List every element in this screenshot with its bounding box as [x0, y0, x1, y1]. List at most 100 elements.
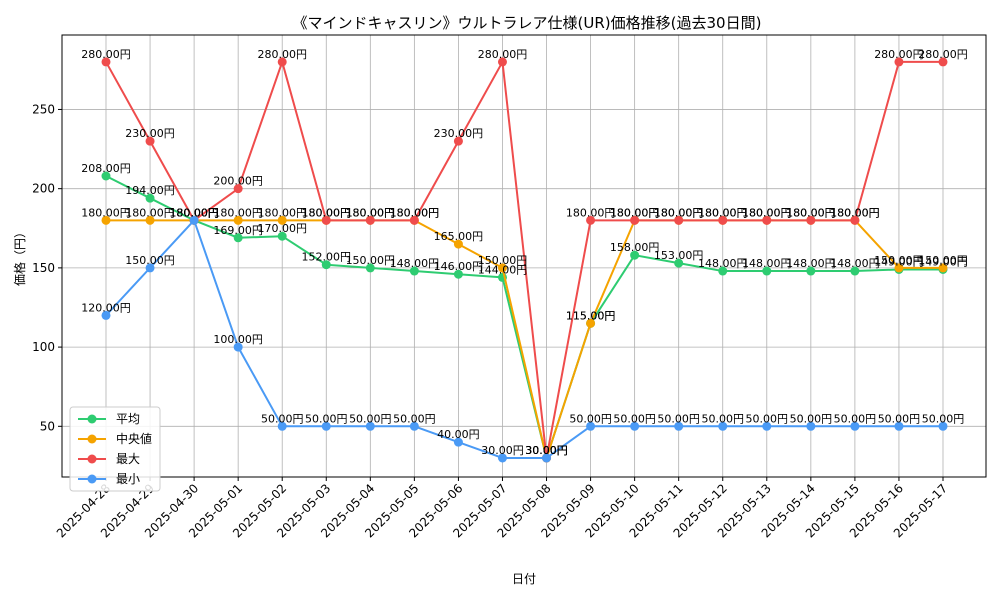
- data-label: 152.00円: [302, 251, 352, 264]
- data-point: [718, 266, 728, 276]
- data-label: 148.00円: [390, 257, 440, 270]
- data-label: 180.00円: [742, 206, 792, 219]
- x-axis-label: 日付: [512, 572, 536, 586]
- data-point: [586, 318, 596, 328]
- data-point: [674, 421, 684, 431]
- plot-frame: [61, 34, 987, 478]
- data-label: 50.00円: [569, 412, 612, 425]
- data-label: 230.00円: [434, 127, 484, 140]
- data-label: 169.00円: [213, 224, 263, 237]
- data-point: [365, 263, 375, 273]
- data-point: [101, 310, 111, 320]
- data-label: 280.00円: [874, 48, 924, 61]
- y-tick-label: 50: [40, 419, 55, 433]
- data-point: [453, 136, 463, 146]
- data-label: 280.00円: [918, 48, 968, 61]
- y-tick-label: 150: [32, 261, 55, 275]
- data-label: 180.00円: [786, 206, 836, 219]
- data-label: 180.00円: [654, 206, 704, 219]
- data-label: 30.00円: [525, 444, 568, 457]
- data-point: [145, 193, 155, 203]
- data-point: [630, 250, 640, 260]
- data-label: 180.00円: [830, 206, 880, 219]
- data-point: [850, 421, 860, 431]
- data-point: [145, 215, 155, 225]
- data-point: [365, 215, 375, 225]
- data-point: [277, 231, 287, 241]
- legend-label-中央値: 中央値: [116, 431, 152, 446]
- data-label: 50.00円: [834, 412, 877, 425]
- data-label: 50.00円: [261, 412, 304, 425]
- data-label: 180.00円: [742, 206, 792, 219]
- legend-label-最大: 最大: [116, 452, 140, 466]
- data-point: [365, 421, 375, 431]
- data-label: 180.00円: [81, 206, 131, 219]
- data-point: [762, 421, 772, 431]
- data-point: [806, 421, 816, 431]
- data-point: [321, 421, 331, 431]
- data-point: [718, 421, 728, 431]
- data-point: [894, 263, 904, 273]
- data-point: [233, 342, 243, 352]
- data-label: 180.00円: [169, 206, 219, 219]
- data-label: 180.00円: [698, 206, 748, 219]
- data-label: 148.00円: [786, 257, 836, 270]
- legend-marker-最大: [87, 454, 97, 464]
- x-axis: 2025-04-282025-04-292025-04-302025-05-01…: [54, 477, 950, 540]
- data-label: 180.00円: [169, 206, 219, 219]
- data-point: [277, 421, 287, 431]
- data-point: [586, 421, 596, 431]
- data-point: [145, 136, 155, 146]
- data-label: 150.00円: [874, 254, 924, 267]
- data-point: [409, 266, 419, 276]
- data-point: [497, 57, 507, 67]
- data-label: 149.00円: [918, 255, 968, 268]
- data-point: [321, 260, 331, 270]
- chart-title: 《マインドキャスリン》ウルトラレア仕様(UR)価格推移(過去30日間): [293, 14, 762, 32]
- data-label: 180.00円: [390, 206, 440, 219]
- data-label: 146.00円: [434, 260, 484, 273]
- data-label: 30.00円: [525, 444, 568, 457]
- data-label: 30.00円: [525, 444, 568, 457]
- data-point: [453, 269, 463, 279]
- data-label: 180.00円: [830, 206, 880, 219]
- data-label: 180.00円: [698, 206, 748, 219]
- data-label: 150.00円: [346, 254, 396, 267]
- data-label: 148.00円: [742, 257, 792, 270]
- data-point: [806, 215, 816, 225]
- data-point: [762, 215, 772, 225]
- legend-box: [69, 406, 161, 492]
- data-point: [453, 239, 463, 249]
- data-point: [497, 453, 507, 463]
- y-axis: 50 100 150 200 250: [32, 102, 62, 433]
- data-label: 165.00円: [434, 230, 484, 243]
- data-point: [894, 421, 904, 431]
- data-point: [894, 57, 904, 67]
- data-point: [321, 215, 331, 225]
- data-label: 40.00円: [437, 428, 480, 441]
- legend-marker-最小: [87, 474, 97, 484]
- data-point: [674, 258, 684, 268]
- data-label: 180.00円: [125, 206, 175, 219]
- series-line-最大: [105, 60, 943, 459]
- data-label: 144.00円: [478, 263, 528, 276]
- legend-label-平均: 平均: [116, 412, 140, 426]
- data-point: [101, 57, 111, 67]
- data-label: 50.00円: [790, 412, 833, 425]
- data-label: 230.00円: [125, 127, 175, 140]
- data-point: [938, 57, 948, 67]
- y-tick-label: 200: [32, 182, 55, 196]
- data-point: [938, 263, 948, 273]
- legend-marker-平均: [87, 414, 97, 424]
- data-label: 50.00円: [613, 412, 656, 425]
- data-label: 180.00円: [786, 206, 836, 219]
- data-label: 50.00円: [746, 412, 789, 425]
- data-label: 180.00円: [654, 206, 704, 219]
- data-point: [277, 57, 287, 67]
- data-label: 115.00円: [566, 309, 616, 322]
- data-label: 200.00円: [213, 175, 263, 188]
